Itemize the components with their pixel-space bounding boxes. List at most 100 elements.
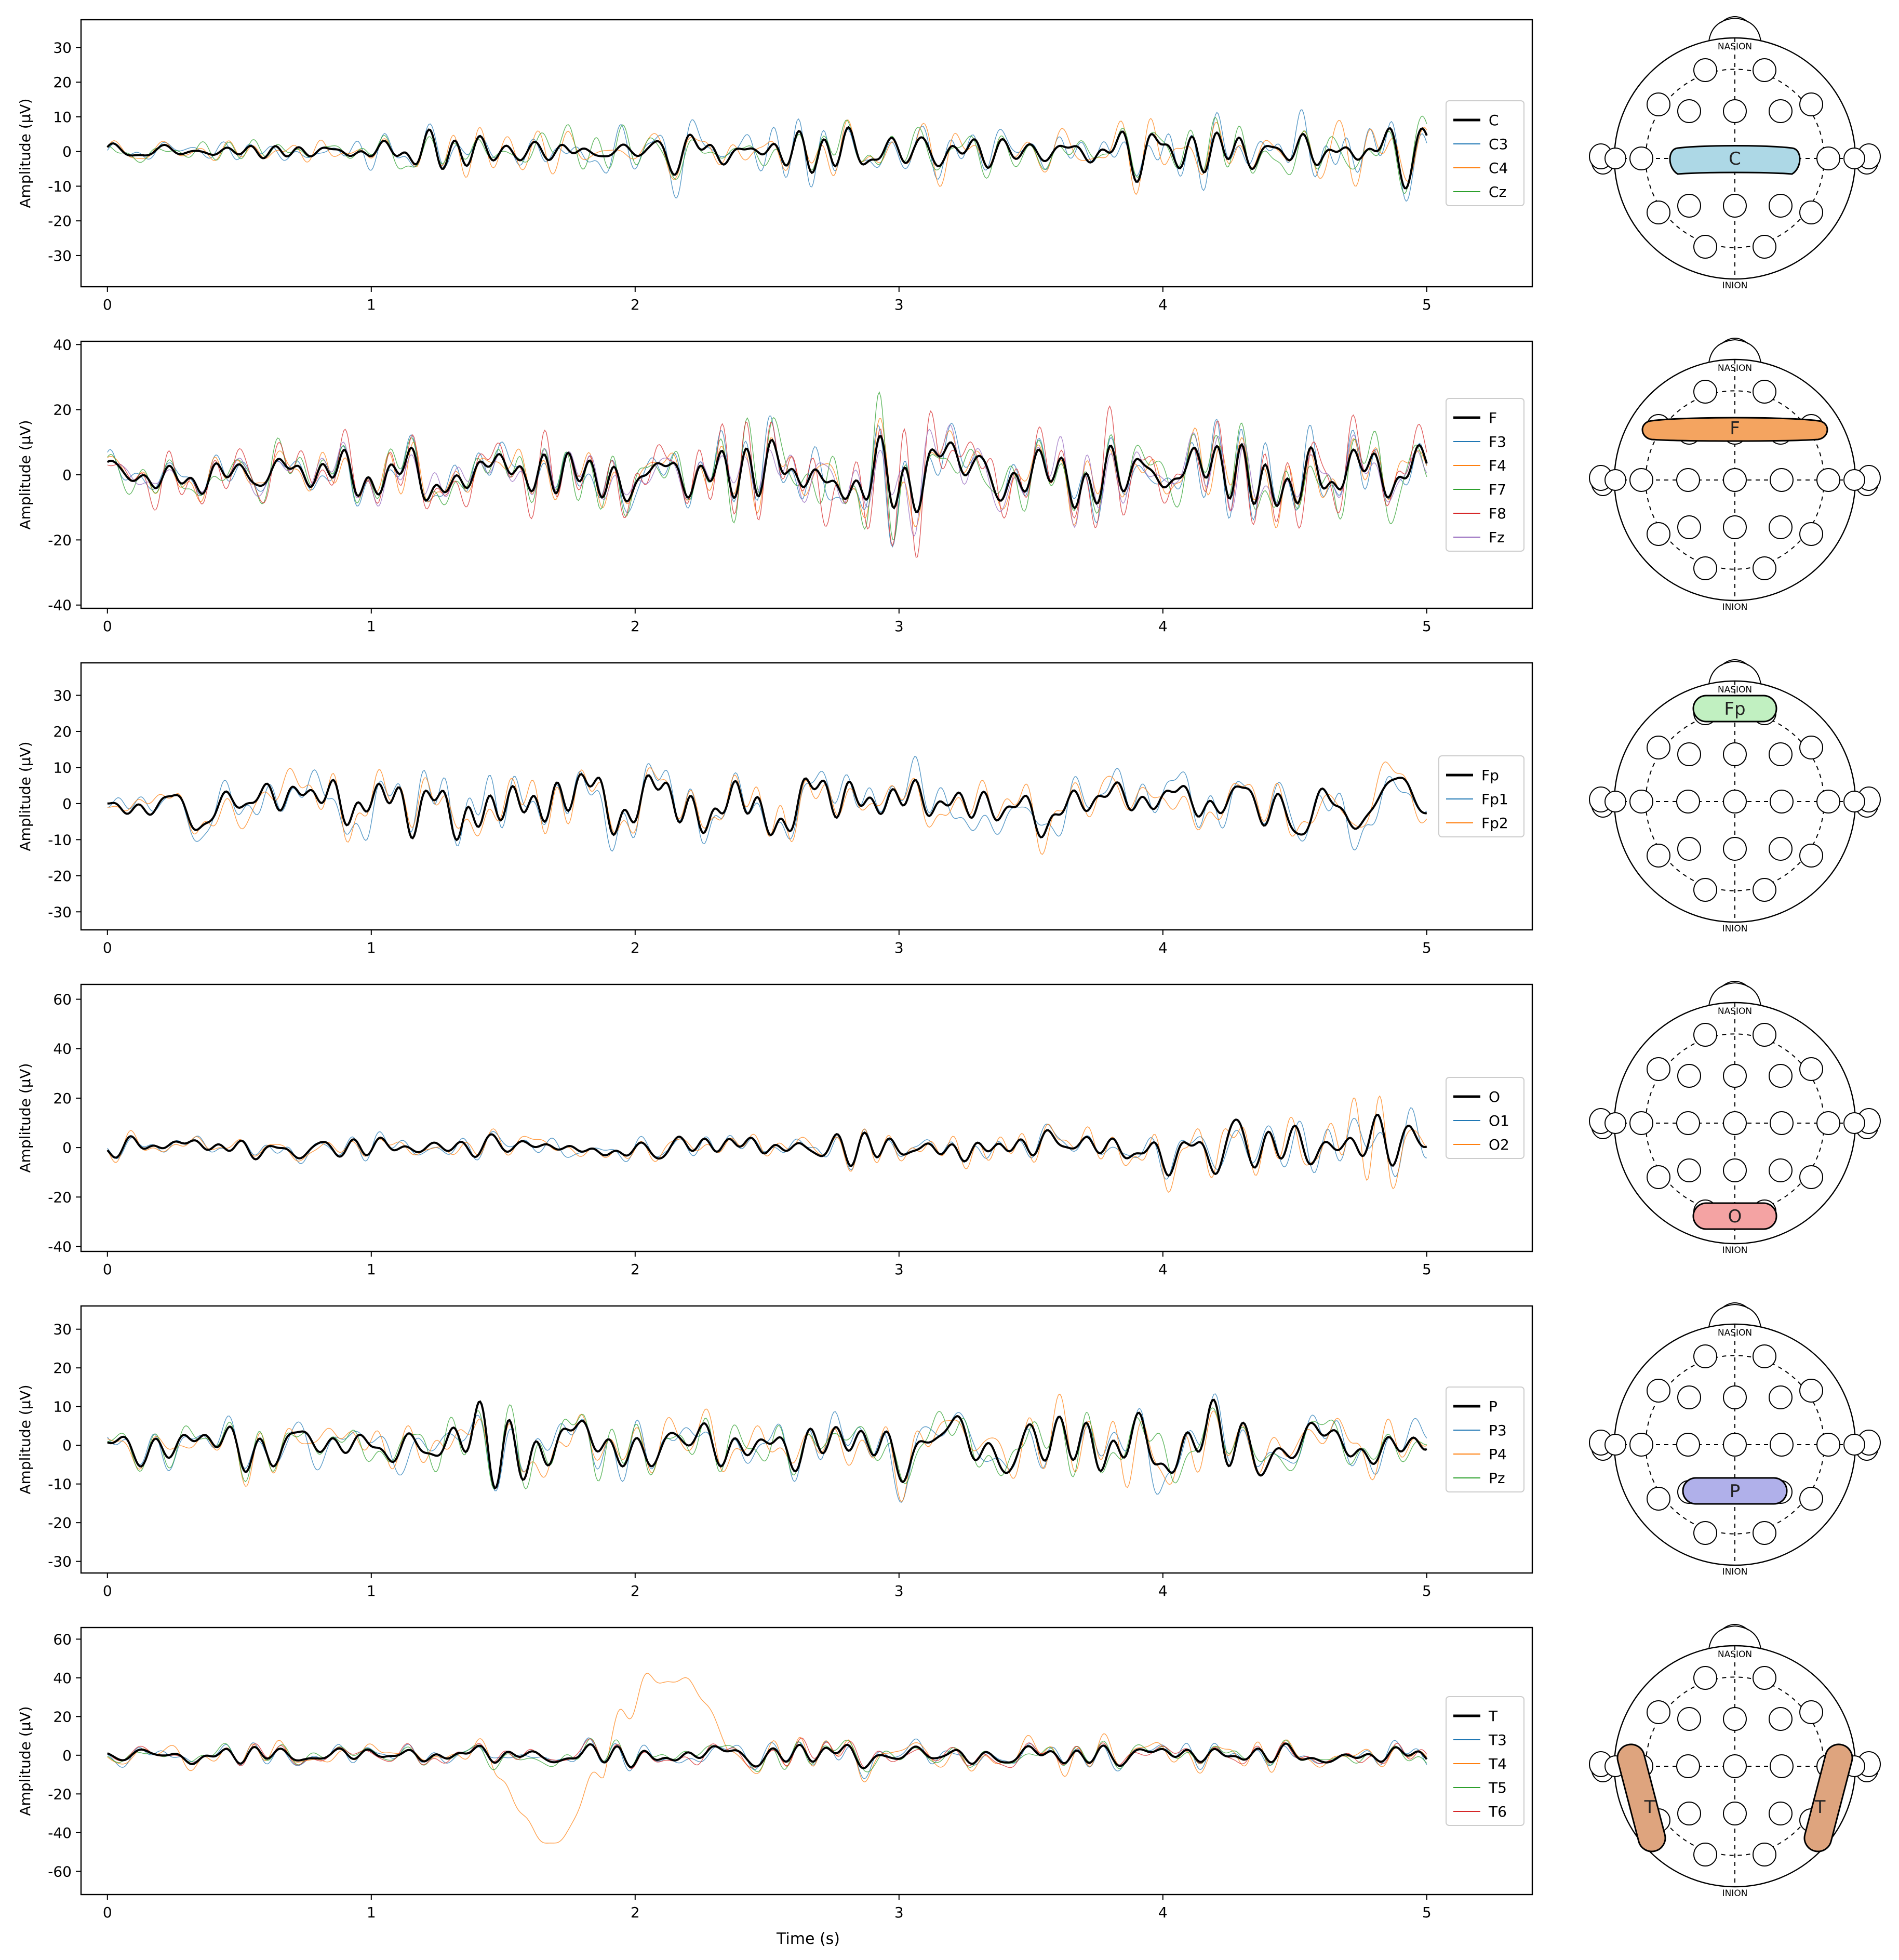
nose-icon: [1708, 1303, 1761, 1328]
legend-label-T: T: [1488, 1708, 1498, 1725]
electrode-marker: [1799, 1700, 1823, 1724]
series-line-F: [106, 435, 1428, 513]
x-tick-label: 5: [1422, 1904, 1432, 1921]
electrode-marker: [1647, 736, 1670, 759]
y-axis-label: Amplitude (µV): [17, 741, 34, 851]
y-tick-label: 20: [53, 74, 72, 91]
region-label-T: T: [1814, 1797, 1826, 1818]
y-tick-label: -10: [48, 831, 72, 848]
series-group: [106, 109, 1428, 202]
nasion-label: NASION: [1718, 1649, 1752, 1660]
electrode-marker: [1843, 791, 1865, 812]
plot-frame: [80, 19, 1533, 288]
y-tick-label: -30: [48, 247, 72, 264]
x-tick-label: 4: [1158, 1582, 1168, 1599]
x-tick-label: 2: [631, 296, 640, 313]
y-tick-label: 10: [53, 109, 72, 126]
panel-O: 0 1 2 3 4 5 60 40 20 0 -20 -40 Amplitude (µV) O O1 O2 NA…: [17, 981, 1881, 1278]
x-tick-label: 4: [1158, 1904, 1168, 1921]
x-tick-label: 3: [894, 296, 904, 313]
region-shape-F: [1641, 417, 1828, 442]
electrode-marker: [1629, 1111, 1653, 1135]
legend-label-Fz: Fz: [1489, 529, 1505, 546]
region-label-Fp: Fp: [1724, 699, 1745, 719]
y-tick-label: 60: [53, 1631, 72, 1648]
electrode-marker: [1799, 1379, 1823, 1403]
x-tick-label: 2: [631, 939, 640, 956]
y-tick-label: 20: [53, 402, 72, 419]
region-label-O: O: [1728, 1206, 1742, 1227]
series-line-C: [106, 126, 1428, 190]
electrode-marker: [1769, 99, 1793, 123]
head-diagram-T: NASION INION T T: [1589, 1624, 1881, 1899]
electrode-marker: [1723, 468, 1747, 492]
electrode-marker: [1647, 1379, 1670, 1403]
y-tick-label: -30: [48, 903, 72, 921]
electrode-marker: [1604, 148, 1626, 169]
electrode-marker: [1677, 515, 1701, 539]
x-tick-label: 3: [894, 939, 904, 956]
electrode-marker: [1723, 742, 1747, 766]
x-tick-label: 1: [367, 1904, 376, 1921]
inion-label: INION: [1722, 281, 1748, 291]
nose-icon: [1708, 17, 1761, 42]
y-tick-label: 40: [53, 1670, 72, 1687]
series-group: [107, 1393, 1427, 1503]
electrode-marker: [1677, 742, 1701, 766]
nose-icon: [1708, 1625, 1761, 1649]
x-tick-label: 5: [1422, 296, 1432, 313]
y-tick-label: -10: [48, 1476, 72, 1493]
plot-frame: [80, 662, 1533, 931]
nose-tip-icon: [1721, 1302, 1749, 1309]
electrode-marker: [1799, 736, 1823, 759]
x-tick-label: 0: [103, 1261, 112, 1278]
x-tick-label: 5: [1422, 618, 1432, 635]
plot-frame: [80, 1305, 1533, 1574]
x-tick-label: 0: [103, 618, 112, 635]
y-tick-label: 10: [53, 1398, 72, 1416]
legend: O O1 O2: [1446, 1077, 1524, 1159]
y-tick-label: 40: [53, 1041, 72, 1058]
electrode-marker: [1753, 1843, 1776, 1866]
electrode-marker: [1693, 1344, 1717, 1368]
nose-tip-icon: [1721, 1624, 1749, 1631]
legend-label-F3: F3: [1489, 433, 1506, 450]
plot-frame: [80, 983, 1533, 1252]
legend-label-P4: P4: [1489, 1446, 1507, 1463]
electrode-marker: [1629, 1433, 1653, 1457]
legend-label-T5: T5: [1488, 1779, 1507, 1796]
electrode-marker: [1676, 468, 1700, 492]
legend-label-T6: T6: [1488, 1803, 1507, 1820]
x-tick-label: 4: [1158, 1261, 1168, 1278]
y-tick-label: 0: [62, 795, 72, 812]
legend-label-C3: C3: [1489, 136, 1508, 153]
electrode-marker: [1677, 1385, 1701, 1409]
legend-label-F4: F4: [1489, 457, 1506, 474]
electrode-marker: [1753, 235, 1776, 259]
electrode-marker: [1816, 1111, 1840, 1135]
y-tick-label: 10: [53, 759, 72, 776]
y-tick-label: -20: [48, 212, 72, 230]
electrode-marker: [1753, 380, 1776, 404]
x-tick-label: 3: [894, 1582, 904, 1599]
panel-F: 0 1 2 3 4 5 40 20 0 -20 -40 Amplitude (µV) F F3 F4 F7 F8…: [17, 336, 1881, 635]
legend-box: [1446, 100, 1524, 206]
y-tick-label: 20: [53, 1359, 72, 1377]
x-tick-label: 3: [894, 1904, 904, 1921]
electrode-marker: [1604, 791, 1626, 812]
electrode-marker: [1647, 1057, 1670, 1081]
electrode-marker: [1604, 469, 1626, 491]
electrode-marker: [1676, 1433, 1700, 1457]
electrode-marker: [1723, 1111, 1747, 1135]
series-line-P: [107, 1398, 1427, 1490]
region-shape-C: [1669, 145, 1801, 175]
electrode-marker: [1693, 1023, 1717, 1047]
y-tick-label: 0: [62, 1437, 72, 1454]
electrode-marker: [1723, 1385, 1747, 1409]
nose-tip-icon: [1721, 659, 1749, 666]
electrode-marker: [1770, 1111, 1794, 1135]
